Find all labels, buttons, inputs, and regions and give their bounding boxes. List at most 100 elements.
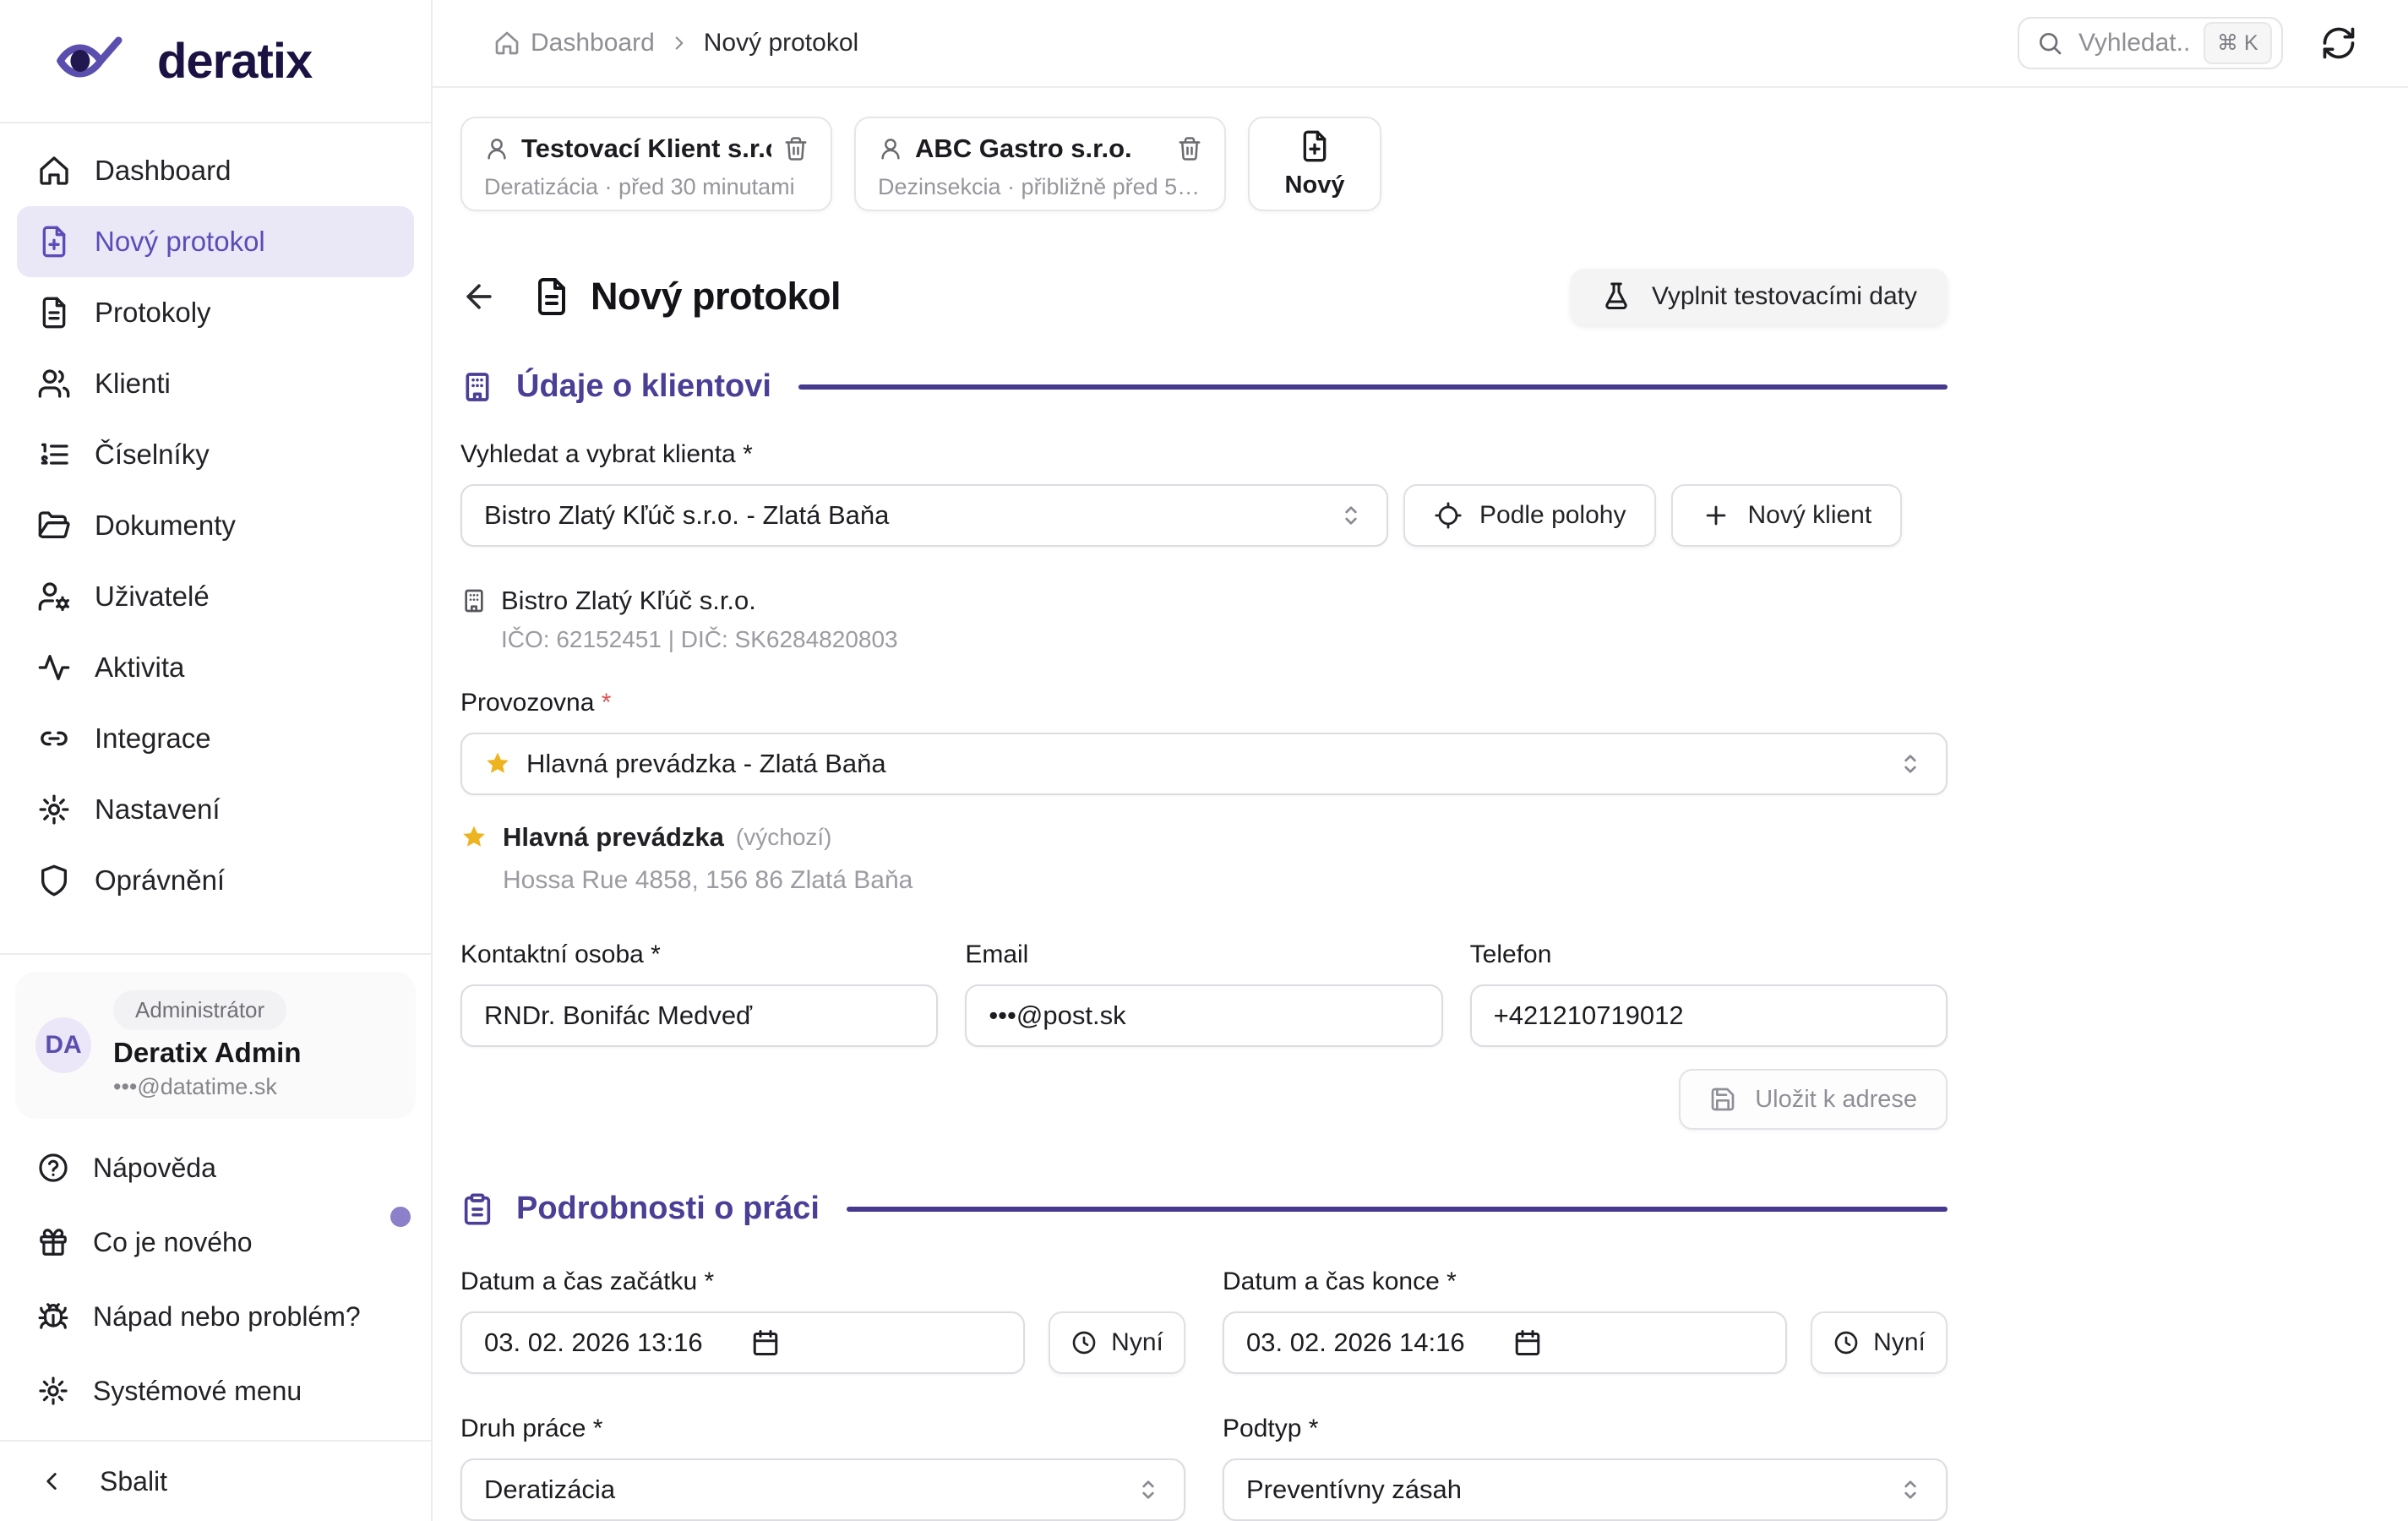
sidebar-footer-nav: Nápověda Co je nového Nápad nebo problém… xyxy=(0,1126,431,1428)
main-area: Dashboard Nový protokol ⌘ K xyxy=(433,0,2408,1521)
recent-protocol-card[interactable]: Testovací Klient s.r.o. Deratizácia · př… xyxy=(460,117,832,211)
section-title: Podrobnosti o práci xyxy=(516,1191,820,1226)
sidebar-item-nastaveni[interactable]: Nastavení xyxy=(17,774,414,845)
by-location-label: Podle polohy xyxy=(1479,501,1626,529)
sidebar-item-novy-protokol[interactable]: Nový protokol xyxy=(17,206,414,277)
breadcrumb: Dashboard Nový protokol xyxy=(493,29,858,57)
bug-icon xyxy=(37,1300,69,1333)
sidebar-item-dokumenty[interactable]: Dokumenty xyxy=(17,490,414,561)
sidebar-item-label: Aktivita xyxy=(95,651,185,683)
user-icon xyxy=(878,136,903,161)
chevrons-up-down-icon xyxy=(1897,750,1924,777)
building-icon xyxy=(460,370,494,404)
phone-label: Telefon xyxy=(1469,940,1552,968)
end-datetime-input[interactable]: 03. 02. 2026 14:16 xyxy=(1223,1311,1787,1374)
card-subtitle: Dezinsekcia · přibližně před 5 hodinami xyxy=(878,174,1202,199)
sidebar-item-label: Co je nového xyxy=(93,1226,253,1257)
gift-icon xyxy=(37,1226,69,1258)
user-email: •••@datatime.sk xyxy=(113,1074,277,1099)
back-arrow-icon[interactable] xyxy=(460,278,498,315)
start-datetime-input[interactable]: 03. 02. 2026 13:16 xyxy=(460,1311,1025,1374)
calendar-icon[interactable] xyxy=(750,1327,781,1358)
section-title: Údaje o klientovi xyxy=(516,368,771,404)
subtype-value: Preventívny zásah xyxy=(1246,1475,1463,1504)
file-text-icon xyxy=(37,296,71,330)
email-input[interactable] xyxy=(965,984,1443,1047)
chevron-right-icon xyxy=(668,32,690,54)
new-protocol-card-button[interactable]: Nový xyxy=(1248,117,1381,211)
avatar: DA xyxy=(35,1017,91,1073)
sidebar-bottom: DA Administrátor Deratix Admin •••@datat… xyxy=(0,953,431,1521)
calendar-icon[interactable] xyxy=(1512,1327,1543,1358)
datetime-row: Datum a čas začátku * 03. 02. 2026 13:16… xyxy=(460,1227,1948,1521)
new-card-label: Nový xyxy=(1284,171,1345,199)
sidebar-item-napoveda[interactable]: Nápověda xyxy=(17,1131,414,1205)
refresh-icon[interactable] xyxy=(2320,25,2357,62)
sidebar-item-uzivatele[interactable]: Uživatelé xyxy=(17,561,414,632)
site-default-tag: (výchozí) xyxy=(735,824,832,850)
work-type-value: Deratizácia xyxy=(484,1475,616,1504)
global-search[interactable]: ⌘ K xyxy=(2018,17,2283,69)
file-text-icon xyxy=(531,276,572,317)
sidebar-collapse-button[interactable]: Sbalit xyxy=(0,1440,431,1521)
new-client-button[interactable]: Nový klient xyxy=(1671,484,1903,547)
phone-input[interactable] xyxy=(1469,984,1948,1047)
sidebar-item-aktivita[interactable]: Aktivita xyxy=(17,632,414,703)
sidebar-item-label: Nastavení xyxy=(95,793,221,825)
sidebar-item-label: Klienti xyxy=(95,368,171,399)
file-plus-icon xyxy=(1298,129,1332,163)
end-now-button[interactable]: Nyní xyxy=(1811,1311,1948,1374)
breadcrumb-dashboard-link[interactable]: Dashboard xyxy=(493,29,655,57)
start-datetime-group: Datum a čas začátku * 03. 02. 2026 13:16… xyxy=(460,1227,1185,1374)
selected-client-info: Bistro Zlatý Kľúč s.r.o. IČO: 62152451 |… xyxy=(460,586,1948,653)
recent-protocol-card[interactable]: ABC Gastro s.r.o. Dezinsekcia · přibližn… xyxy=(854,117,1226,211)
user-card[interactable]: DA Administrátor Deratix Admin •••@datat… xyxy=(15,972,416,1119)
link-icon xyxy=(37,722,71,755)
sidebar-item-label: Protokoly xyxy=(95,297,211,328)
search-shortcut-badge: ⌘ K xyxy=(2204,22,2272,64)
ordered-list-icon xyxy=(37,438,71,472)
sidebar-item-label: Číselníky xyxy=(95,439,210,470)
site-select-value: Hlavná prevádzka - Zlatá Baňa xyxy=(526,749,886,778)
sidebar-item-dashboard[interactable]: Dashboard xyxy=(17,135,414,206)
subtype-select[interactable]: Preventívny zásah xyxy=(1223,1458,1948,1521)
save-to-address-button[interactable]: Uložit k adrese xyxy=(1679,1069,1948,1130)
chevrons-up-down-icon xyxy=(1897,1476,1924,1503)
page-title: Nový protokol xyxy=(591,275,842,318)
sidebar-item-klienti[interactable]: Klienti xyxy=(17,348,414,419)
work-type-select[interactable]: Deratizácia xyxy=(460,1458,1185,1521)
fill-test-data-button[interactable]: Vyplnit testovacími daty xyxy=(1570,269,1948,324)
trash-icon[interactable] xyxy=(783,136,809,161)
sidebar-item-napad-nebo-problem[interactable]: Nápad nebo problém? xyxy=(17,1279,414,1354)
save-icon xyxy=(1709,1086,1736,1113)
sidebar-item-integrace[interactable]: Integrace xyxy=(17,703,414,774)
section-divider-line xyxy=(798,384,1948,390)
contact-person-input[interactable] xyxy=(460,984,939,1047)
email-field-group: Email xyxy=(965,940,1443,1047)
sidebar-item-label: Nápověda xyxy=(93,1152,216,1183)
star-icon xyxy=(484,750,511,777)
sidebar-item-ciselniky[interactable]: Číselníky xyxy=(17,419,414,490)
subtype-label: Podtyp * xyxy=(1223,1415,1319,1442)
client-select[interactable]: Bistro Zlatý Kľúč s.r.o. - Zlatá Baňa xyxy=(460,484,1388,547)
sidebar-item-opravneni[interactable]: Oprávnění xyxy=(17,845,414,916)
sidebar-item-systemove-menu[interactable]: Systémové menu xyxy=(17,1354,414,1428)
required-mark: * xyxy=(601,689,612,717)
brand-logo[interactable]: deratix xyxy=(0,0,431,123)
site-label: Provozovna * xyxy=(460,689,612,717)
now-label: Nyní xyxy=(1111,1328,1163,1356)
work-type-label: Druh práce * xyxy=(460,1415,603,1442)
home-icon xyxy=(493,30,520,57)
page-title-row: Nový protokol Vyplnit testovacími daty xyxy=(460,269,1948,324)
sidebar-item-protokoly[interactable]: Protokoly xyxy=(17,277,414,348)
trash-icon[interactable] xyxy=(1177,136,1202,161)
sidebar-item-co-je-noveho[interactable]: Co je nového xyxy=(17,1205,414,1279)
file-plus-icon xyxy=(37,225,71,259)
site-select[interactable]: Hlavná prevádzka - Zlatá Baňa xyxy=(460,733,1948,795)
sidebar-item-label: Nový protokol xyxy=(95,226,265,257)
by-location-button[interactable]: Podle polohy xyxy=(1403,484,1657,547)
topbar: Dashboard Nový protokol ⌘ K xyxy=(433,0,2408,88)
search-input[interactable] xyxy=(2078,29,2188,57)
start-now-button[interactable]: Nyní xyxy=(1049,1311,1185,1374)
